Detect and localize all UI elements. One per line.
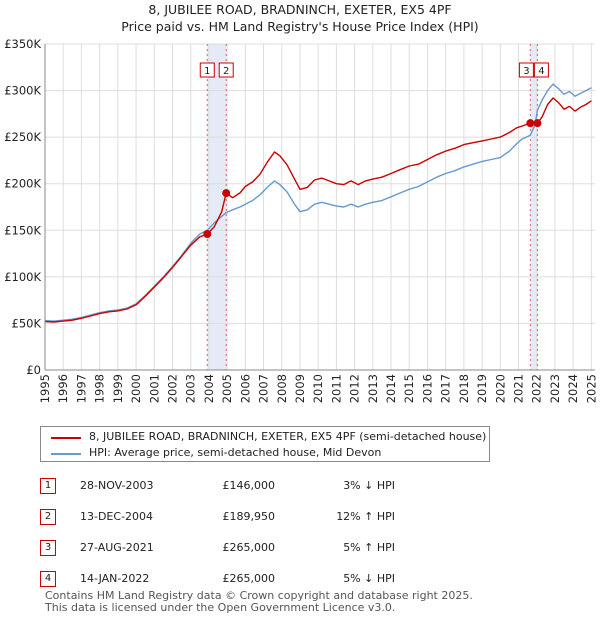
sale-point bbox=[526, 119, 535, 128]
x-tick-label: 2024 bbox=[566, 374, 580, 403]
x-tick-label: 2019 bbox=[475, 374, 489, 403]
sale-point bbox=[203, 230, 212, 239]
sale-label-number: 1 bbox=[204, 66, 210, 77]
x-tick-label: 2020 bbox=[493, 374, 507, 403]
legend-label-property: 8, JUBILEE ROAD, BRADNINCH, EXETER, EX5 … bbox=[89, 430, 487, 443]
footer-copyright: Contains HM Land Registry data © Crown c… bbox=[45, 589, 473, 602]
sale-label-box bbox=[533, 62, 549, 78]
x-tick-label: 2018 bbox=[457, 374, 471, 403]
sale-label-number: 3 bbox=[523, 66, 529, 77]
x-tick-label: 2003 bbox=[184, 374, 198, 403]
footer-licence: This data is licensed under the Open Gov… bbox=[45, 601, 396, 614]
x-tick-label: 2007 bbox=[257, 374, 271, 403]
x-tick-label: 2017 bbox=[439, 374, 453, 403]
sale-point bbox=[533, 119, 542, 128]
plot-area bbox=[45, 44, 595, 370]
x-tick-label: 1996 bbox=[56, 374, 70, 403]
sale-price: £189,950 bbox=[222, 510, 276, 523]
x-tick-label: 2025 bbox=[584, 374, 598, 403]
sale-price: £265,000 bbox=[222, 541, 276, 554]
x-tick-label: 2001 bbox=[147, 374, 161, 403]
y-tick-label: £0 bbox=[26, 363, 41, 377]
x-tick-label: 2009 bbox=[293, 374, 307, 403]
sale-label-box bbox=[199, 62, 215, 78]
table-row: 4 14-JAN-2022 £265,000 5% ↓ HPI bbox=[40, 563, 395, 594]
x-tick-label: 2010 bbox=[311, 374, 325, 403]
x-tick-label: 1998 bbox=[93, 374, 107, 403]
x-tick-label: 1997 bbox=[74, 374, 88, 403]
sale-label-number: 4 bbox=[538, 66, 544, 77]
x-tick-label: 2014 bbox=[384, 374, 398, 403]
y-tick-label: £350K bbox=[4, 37, 41, 51]
y-tick-label: £300K bbox=[4, 84, 41, 98]
sale-hpi-comparison: 12% ↑ HPI bbox=[336, 510, 395, 523]
x-tick-label: 2004 bbox=[202, 374, 216, 403]
y-tick-label: £200K bbox=[4, 177, 41, 191]
price-chart: £0 £50K £100K £150K £200K £250K £300K £350K 1995… bbox=[4, 37, 598, 403]
legend-swatch-hpi bbox=[51, 453, 81, 455]
x-tick-label: 2006 bbox=[238, 374, 252, 403]
sale-number-badge: 4 bbox=[40, 570, 56, 587]
sale-point bbox=[222, 189, 231, 198]
x-tick-label: 2000 bbox=[129, 374, 143, 403]
x-tick-label: 2013 bbox=[366, 374, 380, 403]
sale-hpi-comparison: 3% ↓ HPI bbox=[343, 479, 395, 492]
y-tick-label: £100K bbox=[4, 270, 41, 284]
sale-price: £265,000 bbox=[222, 572, 276, 585]
sale-number-badge: 2 bbox=[40, 508, 56, 525]
y-tick-label: £150K bbox=[4, 223, 41, 237]
y-tick-label: £50K bbox=[12, 316, 42, 330]
legend: 8, JUBILEE ROAD, BRADNINCH, EXETER, EX5 … bbox=[40, 426, 490, 462]
sale-date: 14-JAN-2022 bbox=[80, 572, 150, 585]
sale-date: 27-AUG-2021 bbox=[80, 541, 154, 554]
x-tick-label: 2005 bbox=[220, 374, 234, 403]
table-row: 1 28-NOV-2003 £146,000 3% ↓ HPI bbox=[40, 470, 395, 501]
x-tick-label: 2012 bbox=[348, 374, 362, 403]
x-tick-label: 2022 bbox=[530, 374, 544, 403]
x-tick-label: 2016 bbox=[420, 374, 434, 403]
sale-number-badge: 3 bbox=[40, 539, 56, 556]
sales-table: 1 28-NOV-2003 £146,000 3% ↓ HPI 2 13-DEC… bbox=[40, 470, 395, 594]
x-tick-label: 2021 bbox=[512, 374, 526, 403]
sale-period-shade bbox=[207, 44, 227, 370]
sale-label-number: 2 bbox=[223, 66, 229, 77]
x-tick-label: 2008 bbox=[275, 374, 289, 403]
sale-number-badge: 1 bbox=[40, 477, 56, 494]
x-tick-label: 2002 bbox=[165, 374, 179, 403]
sale-date: 28-NOV-2003 bbox=[80, 479, 154, 492]
legend-label-hpi: HPI: Average price, semi-detached house,… bbox=[89, 446, 382, 459]
sale-label-box bbox=[218, 62, 234, 78]
chart-title: 8, JUBILEE ROAD, BRADNINCH, EXETER, EX5 … bbox=[148, 2, 452, 17]
x-tick-label: 1995 bbox=[38, 374, 52, 403]
sale-hpi-comparison: 5% ↓ HPI bbox=[343, 572, 395, 585]
legend-swatch-property bbox=[51, 437, 81, 439]
x-tick-label: 2015 bbox=[402, 374, 416, 403]
x-tick-label: 1999 bbox=[111, 374, 125, 403]
x-tick-label: 2011 bbox=[329, 374, 343, 403]
x-tick-label: 2023 bbox=[548, 374, 562, 403]
table-row: 3 27-AUG-2021 £265,000 5% ↑ HPI bbox=[40, 532, 395, 563]
sale-label-box bbox=[518, 62, 534, 78]
sale-hpi-comparison: 5% ↑ HPI bbox=[343, 541, 395, 554]
sale-period-shade bbox=[530, 44, 538, 370]
sale-date: 13-DEC-2004 bbox=[80, 510, 154, 523]
table-row: 2 13-DEC-2004 £189,950 12% ↑ HPI bbox=[40, 501, 395, 532]
y-tick-label: £250K bbox=[4, 130, 41, 144]
sale-price: £146,000 bbox=[222, 479, 276, 492]
chart-subtitle: Price paid vs. HM Land Registry's House … bbox=[121, 19, 479, 34]
